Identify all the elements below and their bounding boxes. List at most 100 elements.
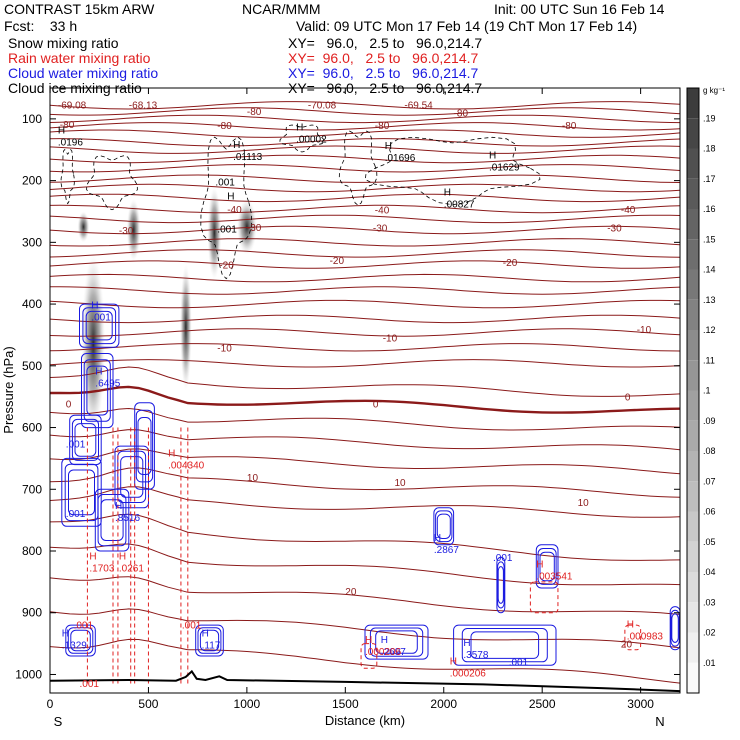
colorbar-swatch <box>687 632 699 663</box>
rain-water-max-value: .000206 <box>365 647 402 658</box>
temperature-contour-label: -40 <box>621 205 636 216</box>
cloud-ice-max-value: .01696 <box>385 153 416 164</box>
chart-title: CONTRAST 15km ARW <box>4 1 155 17</box>
cloud-ice-max-value: .001 <box>217 225 237 236</box>
colorbar-tick-label: .14 <box>703 265 716 275</box>
temperature-contour <box>49 145 681 154</box>
colorbar-frame <box>686 87 700 694</box>
rain-water-max-value: .003541 <box>536 572 573 583</box>
colorbar-tick-label: .1 <box>703 386 711 396</box>
cloud-water-contour <box>436 513 451 539</box>
temperature-contour-label: 10 <box>247 473 259 484</box>
colorbar-swatch <box>687 602 699 633</box>
y-tick-label: 500 <box>22 359 42 373</box>
cloud-ice-max-high-marker: H <box>233 140 240 151</box>
cloud-water-max-value: .2867 <box>434 545 459 556</box>
temperature-contour-label: -30 <box>119 226 134 237</box>
field-snow-name: Snow mixing ratio <box>8 35 119 51</box>
colorbar-swatch <box>687 148 699 179</box>
colorbar-swatch <box>687 299 699 330</box>
temperature-contour-label: -80 <box>217 121 232 132</box>
cloud-water-contour <box>67 627 94 654</box>
temperature-contour-label: -20 <box>330 256 345 267</box>
temperature-contour <box>49 107 681 116</box>
cloud-ice-max-value: .00002 <box>296 135 327 146</box>
temperature-contour-label: 0 <box>373 400 379 411</box>
x-tick-label: 2500 <box>529 697 556 711</box>
colorbar-swatch <box>687 239 699 270</box>
snow-shading <box>126 199 141 261</box>
field-rain-xy: XY= 96.0, 2.5 to 96.0,214.7 <box>288 50 479 66</box>
cloud-water-max-high-marker: H <box>202 629 209 640</box>
snow-shading <box>77 211 90 243</box>
cloud-ice-max-high-marker: H <box>444 187 451 198</box>
rain-water-max-high-marker: H <box>119 552 126 563</box>
colorbar-swatch <box>687 209 699 240</box>
cloud-water-contour <box>461 628 548 663</box>
cloud-water-contour <box>496 556 506 614</box>
y-axis-label: Pressure (hPa) <box>1 346 16 433</box>
cloud-ice-contour <box>86 155 138 211</box>
colorbar-tick-label: .07 <box>703 476 716 486</box>
rain-water-max-value: .1703 <box>89 564 114 575</box>
temperature-contour-label: -69.54 <box>404 101 433 112</box>
cloud-water-contour <box>195 624 224 657</box>
colorbar-tick-label: .15 <box>703 234 716 244</box>
temperature-contour <box>49 328 681 337</box>
cloud-water-contour <box>71 418 100 461</box>
cloud-water-contour <box>85 310 113 341</box>
cloud-water-contour <box>68 469 95 516</box>
cloud-water-contour <box>70 629 91 652</box>
field-cloudwater-name: Cloud water mixing ratio <box>8 65 159 81</box>
cloud-ice-max-value: .00827 <box>444 199 475 210</box>
cloud-water-max-value: .1329 <box>62 641 87 652</box>
cloud-water-max-value: .001 <box>91 312 111 323</box>
x-tick-label: 500 <box>138 697 158 711</box>
temperature-contour <box>49 429 681 451</box>
terrain-surface <box>49 669 681 693</box>
temperature-contour-label: -68.13 <box>129 101 158 112</box>
cloud-water-max-high-marker: H <box>95 366 102 377</box>
temperature-contour <box>49 366 681 397</box>
rain-water-max-value: .000983 <box>627 631 664 642</box>
temperature-contour-label: 20 <box>345 587 357 598</box>
cloud-water-contour <box>74 423 97 457</box>
rain-water-max-high-marker: H <box>365 635 372 646</box>
colorbar-swatch <box>687 118 699 149</box>
cloud-water-max-high-marker: H <box>91 300 98 311</box>
colorbar-tick-label: .17 <box>703 174 716 184</box>
temperature-contour-label: 10 <box>395 478 407 489</box>
cloud-water-max-high-marker: H <box>463 638 470 649</box>
colorbar-swatch <box>687 420 699 451</box>
cloud-water-contour <box>64 463 99 522</box>
cloud-ice-max-value: .0196 <box>58 138 83 149</box>
temperature-contour <box>49 122 681 131</box>
colorbar-swatch <box>687 178 699 209</box>
temperature-contour-label: -40 <box>227 205 242 216</box>
rain-water-max-value: .0261 <box>119 564 144 575</box>
temperature-contour <box>49 238 681 247</box>
temperature-contour <box>49 299 681 309</box>
temperature-contour-label: -80 <box>60 120 75 131</box>
rain-water-max-value: .004340 <box>168 460 205 471</box>
rain-water-max-high-marker: H <box>536 560 543 571</box>
x-end-label-north: N <box>655 714 664 729</box>
freezing-level-contour <box>50 385 681 414</box>
cloud-water-max-value: .3578 <box>463 650 488 661</box>
rain-water-contour <box>624 624 642 651</box>
cloud-water-contour <box>61 457 102 527</box>
cloud-water-contour <box>134 402 155 490</box>
temperature-contour <box>49 576 681 615</box>
forecast-hour: Fcst: 33 h <box>4 18 78 34</box>
cloud-water-contour <box>82 307 117 345</box>
institution-label: NCAR/MMM <box>242 1 321 17</box>
snow-shading <box>237 199 257 255</box>
y-tick-label: 400 <box>22 297 42 311</box>
cloud-water-contour <box>135 409 154 483</box>
temperature-contour <box>49 273 681 283</box>
x-tick-label: 1500 <box>332 697 359 711</box>
rain-water-max-value: .001 <box>80 679 100 690</box>
cloud-water-max-value: .001 <box>66 509 86 520</box>
temperature-contour-label: -20 <box>503 258 518 269</box>
cloud-water-max-high-marker: H <box>62 629 69 640</box>
